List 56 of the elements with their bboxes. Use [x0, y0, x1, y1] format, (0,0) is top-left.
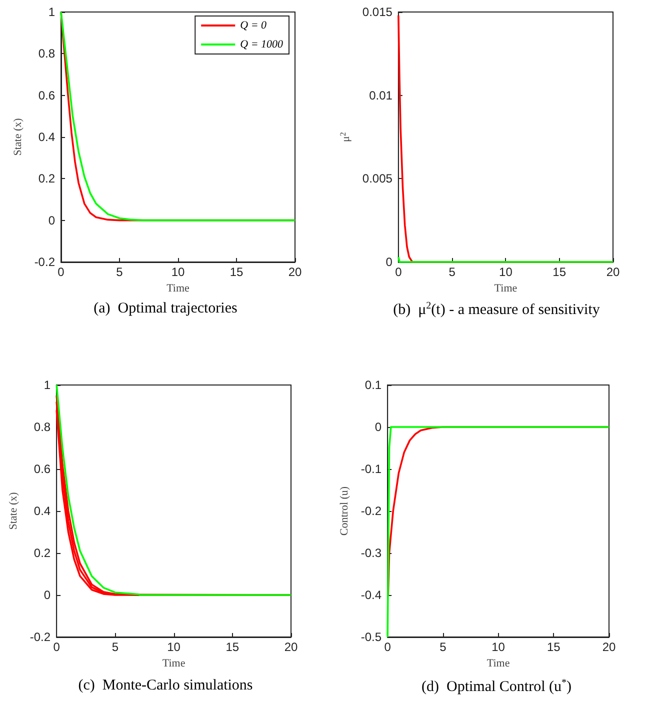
- y-tick-label: 0.6: [38, 88, 56, 102]
- y-tick-label: 0: [386, 255, 393, 269]
- x-tick-label: 15: [552, 265, 566, 279]
- y-tick-label: -0.2: [34, 255, 56, 269]
- x-tick-label: 5: [440, 640, 447, 654]
- x-tick-label: 10: [499, 265, 513, 279]
- y-tick-label: 0: [48, 213, 56, 228]
- text: (c) Monte-Carlo simulations: [78, 678, 253, 694]
- legend-label: Q = 1000: [240, 38, 284, 50]
- x-tick-label: 20: [606, 265, 620, 279]
- x-axis-title: Time: [166, 282, 190, 294]
- y-axis-title: Control (u): [338, 486, 350, 536]
- y-tick-label: 1: [48, 5, 56, 19]
- x-tick-label: 15: [230, 265, 244, 279]
- y-tick-label: 0.005: [362, 172, 393, 186]
- y-tick-label: 0.8: [34, 420, 51, 434]
- y-tick-label: 0.6: [34, 462, 51, 476]
- y-tick-label: 0.4: [34, 504, 51, 518]
- x-tick-label: 0: [58, 265, 65, 279]
- x-tick-label: 15: [226, 640, 240, 654]
- x-tick-label: 0: [395, 265, 402, 279]
- y-tick-label: 0.01: [369, 88, 393, 102]
- x-axis-title: Time: [494, 282, 518, 294]
- y-axis-title: μ2: [338, 132, 352, 142]
- y-tick-label: 0: [374, 420, 382, 434]
- x-tick-label: 20: [284, 640, 298, 654]
- x-tick-label: 5: [116, 265, 124, 279]
- x-axis-title: Time: [162, 657, 186, 670]
- y-tick-label: -0.1: [360, 462, 382, 476]
- x-tick-label: 15: [546, 640, 561, 654]
- y-tick-label: -0.3: [360, 546, 382, 560]
- x-tick-label: 5: [448, 265, 456, 279]
- y-axis-title: State (x): [8, 492, 20, 530]
- y-tick-label: 1: [44, 378, 51, 392]
- y-tick-label: -0.2: [30, 630, 51, 644]
- y-axis-title: State (x): [12, 118, 24, 156]
- y-tick-label: 0.8: [38, 46, 56, 61]
- x-axis-title: Time: [486, 657, 510, 670]
- y-tick-label: -0.2: [360, 504, 382, 518]
- legend-label: Q = 0: [240, 20, 267, 32]
- x-tick-label: 10: [492, 640, 506, 654]
- x-tick-label: 20: [602, 640, 616, 654]
- y-tick-label: 0.015: [362, 5, 393, 19]
- x-tick-label: 5: [112, 640, 119, 654]
- text: (d) Optimal Control (u*): [422, 678, 572, 695]
- text: (a) Optimal trajectories: [94, 300, 238, 316]
- y-tick-label: -0.4: [360, 588, 382, 602]
- y-tick-label: 0.2: [34, 546, 51, 560]
- y-tick-label: 0.2: [38, 172, 56, 186]
- x-tick-label: 10: [167, 640, 181, 654]
- x-tick-label: 20: [288, 265, 302, 279]
- y-tick-label: 0.4: [38, 130, 56, 144]
- x-tick-label: 10: [171, 265, 185, 279]
- y-tick-label: 0: [44, 588, 51, 602]
- y-tick-label: -0.5: [360, 630, 382, 644]
- y-tick-label: 0.1: [364, 378, 382, 392]
